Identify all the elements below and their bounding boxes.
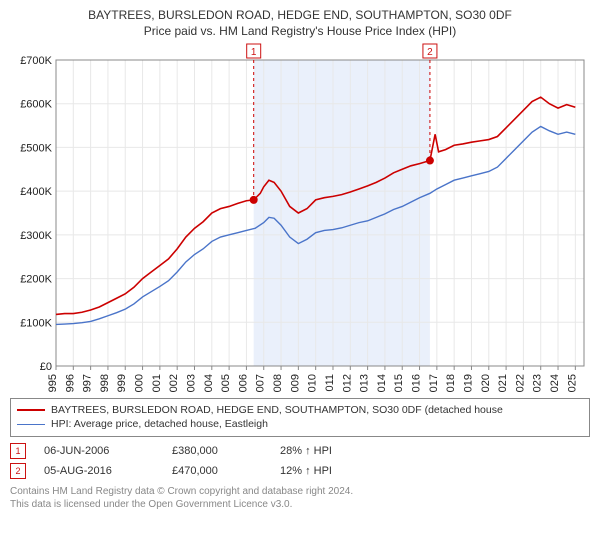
sale-price: £470,000 — [172, 465, 262, 477]
sales-table: 1 06-JUN-2006 £380,000 28% ↑ HPI 2 05-AUG-201… — [10, 443, 590, 479]
legend-swatch — [17, 409, 45, 411]
sale-row: 1 06-JUN-2006 £380,000 28% ↑ HPI — [10, 443, 590, 459]
svg-text:1997: 1997 — [82, 374, 94, 392]
svg-text:2024: 2024 — [549, 374, 561, 392]
svg-text:2021: 2021 — [497, 374, 509, 392]
svg-text:2003: 2003 — [185, 374, 197, 392]
footer-line-1: Contains HM Land Registry data © Crown c… — [10, 485, 590, 498]
sale-marker: 2 — [10, 463, 26, 479]
svg-text:2025: 2025 — [566, 374, 578, 392]
page-subtitle: Price paid vs. HM Land Registry's House … — [10, 24, 590, 38]
svg-text:£700K: £700K — [20, 55, 52, 67]
svg-text:£300K: £300K — [20, 229, 52, 241]
svg-text:1995: 1995 — [47, 374, 59, 392]
svg-text:2020: 2020 — [480, 374, 492, 392]
svg-text:2017: 2017 — [428, 374, 440, 392]
svg-text:1: 1 — [251, 47, 257, 58]
svg-text:1999: 1999 — [116, 374, 128, 392]
svg-text:2018: 2018 — [445, 374, 457, 392]
svg-text:2009: 2009 — [289, 374, 301, 392]
chart-svg: £0 £100K £200K £300K £400K £500K £600K £700K 199… — [10, 42, 590, 392]
svg-text:2019: 2019 — [462, 374, 474, 392]
svg-text:2007: 2007 — [255, 374, 267, 392]
svg-text:£500K: £500K — [20, 142, 52, 154]
svg-text:£200K: £200K — [20, 273, 52, 285]
svg-text:2005: 2005 — [220, 374, 232, 392]
page-title: BAYTREES, BURSLEDON ROAD, HEDGE END, SOU… — [10, 8, 590, 24]
svg-text:2008: 2008 — [272, 374, 284, 392]
sale-price: £380,000 — [172, 445, 262, 457]
svg-text:2012: 2012 — [341, 374, 353, 392]
svg-text:2013: 2013 — [359, 374, 371, 392]
legend-label: HPI: Average price, detached house, East… — [51, 417, 268, 432]
svg-text:2022: 2022 — [514, 374, 526, 392]
footer: Contains HM Land Registry data © Crown c… — [10, 485, 590, 511]
svg-text:2002: 2002 — [168, 374, 180, 392]
svg-text:£600K: £600K — [20, 98, 52, 110]
svg-text:1996: 1996 — [64, 374, 76, 392]
sale-row: 2 05-AUG-2016 £470,000 12% ↑ HPI — [10, 463, 590, 479]
legend-row: BAYTREES, BURSLEDON ROAD, HEDGE END, SOU… — [17, 403, 583, 418]
sale-marker: 1 — [10, 443, 26, 459]
svg-text:2004: 2004 — [203, 374, 215, 392]
svg-text:2006: 2006 — [237, 374, 249, 392]
svg-text:2023: 2023 — [532, 374, 544, 392]
svg-text:2001: 2001 — [151, 374, 163, 392]
legend-swatch — [17, 424, 45, 425]
svg-text:£0: £0 — [40, 361, 52, 373]
sale-pct: 12% ↑ HPI — [280, 465, 370, 477]
svg-text:£100K: £100K — [20, 317, 52, 329]
svg-text:2011: 2011 — [324, 374, 336, 392]
legend-label: BAYTREES, BURSLEDON ROAD, HEDGE END, SOU… — [51, 403, 503, 418]
svg-text:2: 2 — [427, 47, 433, 58]
svg-text:2000: 2000 — [134, 374, 146, 392]
chart-container: { "title_line1": "BAYTREES, BURSLEDON RO… — [0, 0, 600, 560]
svg-text:1998: 1998 — [99, 374, 111, 392]
price-chart: £0 £100K £200K £300K £400K £500K £600K £700K 199… — [10, 42, 590, 392]
sale-date: 06-JUN-2006 — [44, 445, 154, 457]
legend: BAYTREES, BURSLEDON ROAD, HEDGE END, SOU… — [10, 398, 590, 437]
svg-text:2016: 2016 — [411, 374, 423, 392]
sale-date: 05-AUG-2016 — [44, 465, 154, 477]
legend-row: HPI: Average price, detached house, East… — [17, 417, 583, 432]
svg-text:£400K: £400K — [20, 186, 52, 198]
sale-pct: 28% ↑ HPI — [280, 445, 370, 457]
svg-text:2014: 2014 — [376, 374, 388, 392]
svg-text:2010: 2010 — [307, 374, 319, 392]
footer-line-2: This data is licensed under the Open Gov… — [10, 498, 590, 511]
svg-text:2015: 2015 — [393, 374, 405, 392]
